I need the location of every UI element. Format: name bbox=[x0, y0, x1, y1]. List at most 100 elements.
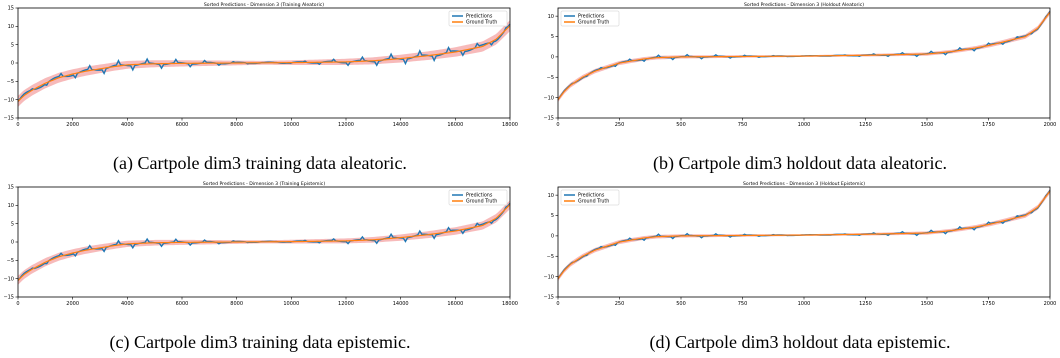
y-tick-label: −10 bbox=[3, 276, 14, 282]
caption-c: (c) Cartpole dim3 training data epistemi… bbox=[109, 332, 411, 352]
x-tick-label: 6000 bbox=[176, 301, 189, 307]
y-tick-label: 15 bbox=[8, 6, 14, 12]
chart-c: Sorted Predictions - Dimension 3 (Traini… bbox=[3, 181, 518, 307]
y-tick-label: −10 bbox=[3, 97, 14, 103]
x-tick-label: 750 bbox=[738, 301, 748, 307]
chart-title: Sorted Predictions - Dimension 3 (Traini… bbox=[204, 2, 324, 8]
x-tick-label: 250 bbox=[615, 122, 625, 128]
legend-box bbox=[560, 189, 620, 206]
series-ground-truth bbox=[557, 11, 1051, 101]
y-tick-label: 10 bbox=[8, 203, 14, 209]
x-tick-label: 8000 bbox=[230, 122, 243, 128]
x-tick-label: 14000 bbox=[393, 301, 409, 307]
x-tick-label: 16000 bbox=[447, 122, 463, 128]
chart-title: Sorted Predictions - Dimension 3 (Traini… bbox=[203, 181, 325, 187]
y-tick-label: −10 bbox=[543, 95, 554, 101]
y-tick-label: 5 bbox=[551, 213, 554, 219]
x-tick-label: 0 bbox=[16, 301, 19, 307]
y-tick-label: 5 bbox=[11, 42, 14, 48]
x-tick-label: 2000 bbox=[1044, 122, 1057, 128]
legend-label: Ground Truth bbox=[466, 199, 497, 205]
y-tick-label: −15 bbox=[543, 116, 554, 122]
x-tick-label: 14000 bbox=[393, 122, 409, 128]
x-tick-label: 0 bbox=[16, 122, 19, 128]
legend-box bbox=[560, 10, 620, 27]
legend-label: Ground Truth bbox=[578, 199, 609, 205]
plot-frame bbox=[557, 7, 1051, 119]
y-tick-label: 0 bbox=[551, 234, 554, 240]
y-tick-label: −5 bbox=[7, 79, 14, 85]
uncertainty-band bbox=[18, 20, 510, 108]
legend-label: Predictions bbox=[466, 193, 493, 199]
x-tick-label: 1750 bbox=[982, 301, 995, 307]
series-ground-truth bbox=[17, 25, 511, 102]
legend-box bbox=[448, 189, 508, 206]
chart-b: Sorted Predictions - Dimension 3 (Holdou… bbox=[543, 2, 1057, 128]
x-tick-label: 1500 bbox=[921, 301, 934, 307]
x-tick-label: 2000 bbox=[66, 122, 79, 128]
panel-c: Sorted Predictions - Dimension 3 (Traini… bbox=[0, 179, 520, 358]
x-tick-label: 250 bbox=[615, 301, 625, 307]
x-tick-label: 18000 bbox=[502, 122, 518, 128]
x-tick-label: 1750 bbox=[982, 122, 995, 128]
plot-frame bbox=[557, 186, 1051, 298]
x-tick-label: 500 bbox=[676, 301, 686, 307]
y-tick-label: 0 bbox=[11, 61, 14, 67]
y-tick-label: −15 bbox=[543, 295, 554, 301]
y-tick-label: 0 bbox=[551, 55, 554, 61]
panel-b: Sorted Predictions - Dimension 3 (Holdou… bbox=[540, 0, 1060, 179]
series-ground-truth bbox=[557, 190, 1051, 280]
x-tick-label: 6000 bbox=[176, 122, 189, 128]
x-tick-label: 750 bbox=[738, 122, 748, 128]
y-tick-label: 5 bbox=[551, 34, 554, 40]
x-tick-label: 18000 bbox=[502, 301, 518, 307]
x-tick-label: 1000 bbox=[798, 122, 811, 128]
legend-label: Predictions bbox=[578, 14, 605, 20]
y-tick-label: 15 bbox=[8, 185, 14, 191]
caption-b: (b) Cartpole dim3 holdout data aleatoric… bbox=[653, 153, 947, 173]
x-tick-label: 2000 bbox=[66, 301, 79, 307]
caption-d: (d) Cartpole dim3 holdout data epistemic… bbox=[649, 332, 951, 352]
legend-label: Predictions bbox=[578, 193, 605, 199]
x-tick-label: 1000 bbox=[798, 301, 811, 307]
y-tick-label: −15 bbox=[3, 295, 14, 301]
y-tick-label: −5 bbox=[547, 75, 554, 81]
y-tick-label: 0 bbox=[11, 240, 14, 246]
x-tick-label: 0 bbox=[556, 122, 559, 128]
y-tick-label: −10 bbox=[543, 274, 554, 280]
chart-d: Sorted Predictions - Dimension 3 (Holdou… bbox=[543, 181, 1057, 307]
y-tick-label: −5 bbox=[7, 258, 14, 264]
x-tick-label: 1250 bbox=[859, 301, 872, 307]
x-tick-label: 4000 bbox=[121, 301, 134, 307]
legend-label: Ground Truth bbox=[466, 20, 497, 26]
caption-a: (a) Cartpole dim3 training data aleatori… bbox=[113, 153, 407, 173]
x-tick-label: 10000 bbox=[283, 122, 299, 128]
y-tick-label: 5 bbox=[11, 221, 14, 227]
series-ground-truth bbox=[17, 204, 511, 281]
x-tick-label: 4000 bbox=[121, 122, 134, 128]
y-tick-label: −5 bbox=[547, 254, 554, 260]
legend-label: Predictions bbox=[466, 14, 493, 20]
x-tick-label: 12000 bbox=[338, 122, 354, 128]
chart-title: Sorted Predictions - Dimension 3 (Holdou… bbox=[743, 181, 865, 187]
x-tick-label: 1250 bbox=[859, 122, 872, 128]
y-tick-label: −15 bbox=[3, 116, 14, 122]
x-tick-label: 1500 bbox=[921, 122, 934, 128]
x-tick-label: 12000 bbox=[338, 301, 354, 307]
x-tick-label: 0 bbox=[556, 301, 559, 307]
x-tick-label: 500 bbox=[676, 122, 686, 128]
y-tick-label: 10 bbox=[8, 24, 14, 30]
panel-a: Sorted Predictions - Dimension 3 (Traini… bbox=[0, 0, 520, 179]
legend-box bbox=[448, 10, 508, 27]
chart-a: Sorted Predictions - Dimension 3 (Traini… bbox=[3, 2, 518, 128]
y-tick-label: 10 bbox=[548, 193, 554, 199]
legend-label: Ground Truth bbox=[578, 20, 609, 26]
chart-title: Sorted Predictions - Dimension 3 (Holdou… bbox=[744, 2, 864, 8]
uncertainty-band bbox=[18, 200, 510, 285]
y-tick-label: 10 bbox=[548, 14, 554, 20]
x-tick-label: 2000 bbox=[1044, 301, 1057, 307]
x-tick-label: 16000 bbox=[447, 301, 463, 307]
x-tick-label: 8000 bbox=[230, 301, 243, 307]
x-tick-label: 10000 bbox=[283, 301, 299, 307]
panel-d: Sorted Predictions - Dimension 3 (Holdou… bbox=[540, 179, 1060, 358]
